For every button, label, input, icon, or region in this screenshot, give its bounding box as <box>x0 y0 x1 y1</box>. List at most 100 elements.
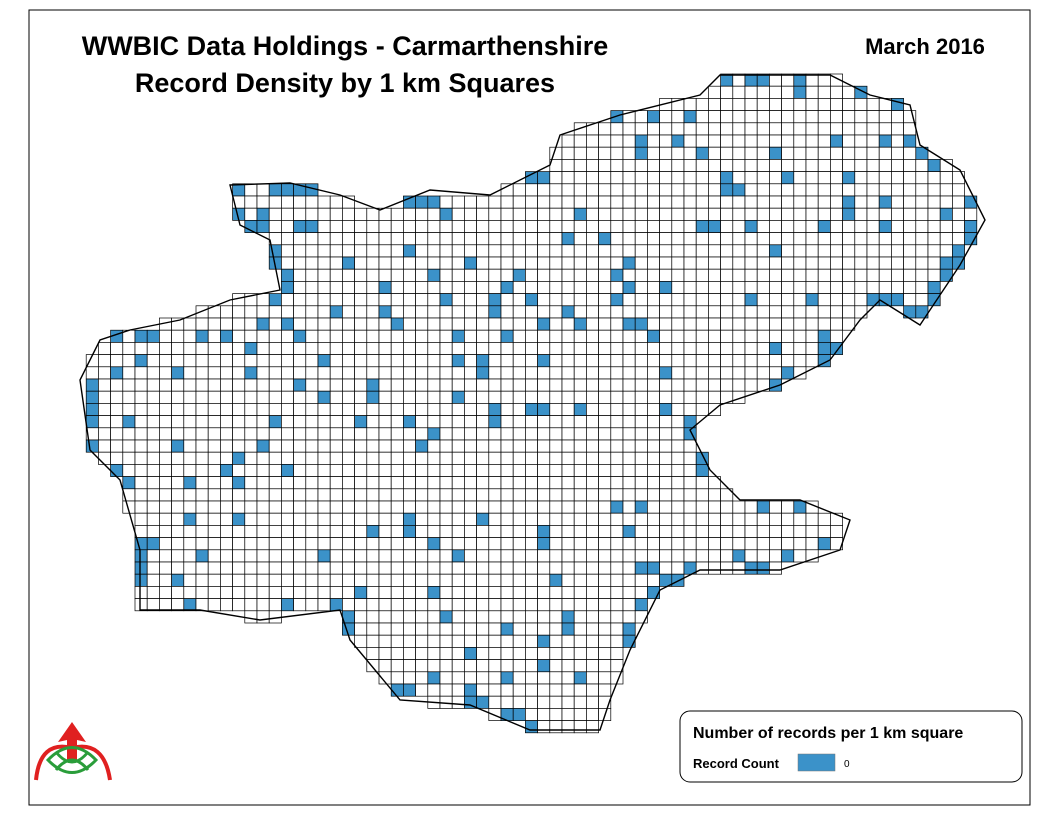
grid-cell <box>634 476 648 490</box>
grid-cell <box>500 549 514 563</box>
grid-cell <box>366 403 380 416</box>
grid-cell <box>549 415 563 429</box>
grid-cell <box>647 232 660 246</box>
grid-cell <box>464 366 477 380</box>
grid-cell <box>683 256 697 270</box>
grid-cell <box>146 525 160 538</box>
grid-cell <box>293 207 307 221</box>
grid-cell <box>110 366 124 380</box>
grid-cell <box>134 476 148 490</box>
grid-cell <box>952 207 965 221</box>
grid-cell <box>390 256 404 270</box>
grid-cell <box>488 622 502 636</box>
grid-cell <box>220 403 233 416</box>
grid-cell <box>927 256 941 270</box>
grid-cell <box>586 342 599 355</box>
grid-cell <box>842 85 856 99</box>
grid-cell <box>354 610 368 624</box>
grid-cell <box>305 537 319 551</box>
grid-cell <box>390 366 404 380</box>
grid-cell <box>244 378 258 392</box>
grid-cell <box>708 85 721 99</box>
grid-cell <box>451 403 465 416</box>
grid-cell <box>281 390 294 404</box>
grid-cell <box>805 207 819 221</box>
grid-cell <box>342 549 355 563</box>
grid-cell <box>891 134 904 148</box>
grid-cell <box>586 171 599 185</box>
grid-cell <box>439 476 453 490</box>
grid-cell <box>195 366 209 380</box>
grid-cell <box>634 171 648 185</box>
grid-cell <box>427 256 441 270</box>
grid-cell <box>439 488 453 502</box>
grid-cell <box>659 488 673 502</box>
grid-cell <box>98 366 111 380</box>
grid-cell <box>305 427 319 441</box>
grid-cell <box>817 281 831 294</box>
grid-cell <box>878 159 892 172</box>
grid-cell <box>634 427 648 441</box>
grid-cell <box>488 427 502 441</box>
grid-cell <box>634 244 648 258</box>
grid-cell <box>195 390 209 404</box>
grid-cell <box>427 390 441 404</box>
grid-cell <box>695 256 709 270</box>
grid-cell <box>354 549 368 563</box>
grid-cell <box>415 634 429 648</box>
grid-cell <box>866 122 880 136</box>
grid-cell <box>769 342 782 355</box>
grid-cell <box>549 171 563 185</box>
grid-cell <box>549 390 563 404</box>
grid-cell <box>695 464 709 477</box>
grid-cell <box>378 561 392 575</box>
grid-cell <box>476 573 490 587</box>
grid-cell <box>732 329 746 343</box>
grid-cell <box>817 85 831 99</box>
grid-cell <box>512 427 526 441</box>
grid-cell <box>769 110 782 124</box>
grid-cell <box>586 488 599 502</box>
grid-cell <box>561 451 575 465</box>
grid-cell <box>488 598 502 612</box>
grid-cell <box>232 415 246 429</box>
grid-cell <box>378 598 392 612</box>
grid-cell <box>488 378 502 392</box>
grid-cell <box>171 378 185 392</box>
grid-cell <box>903 256 917 270</box>
grid-cell <box>464 683 477 697</box>
grid-cell <box>464 671 477 685</box>
grid-cell <box>464 342 477 355</box>
grid-cell <box>476 647 490 660</box>
grid-cell <box>354 207 368 221</box>
grid-cell <box>488 329 502 343</box>
grid-cell <box>403 683 416 697</box>
grid-cell <box>573 634 587 648</box>
grid-cell <box>586 232 599 246</box>
grid-cell <box>744 195 758 209</box>
grid-cell <box>708 354 721 368</box>
grid-cell <box>464 464 477 477</box>
grid-cell <box>561 512 575 526</box>
grid-cell <box>695 171 709 185</box>
grid-cell <box>683 378 697 392</box>
grid-cell <box>817 183 831 197</box>
legend-swatch <box>797 753 836 772</box>
grid-cell <box>903 207 917 221</box>
grid-cell <box>586 439 599 453</box>
grid-cell <box>317 390 331 404</box>
grid-cell <box>610 439 624 453</box>
grid-cell <box>891 159 904 172</box>
grid-cell <box>561 281 575 294</box>
grid-cell <box>622 549 636 563</box>
grid-cell <box>683 207 697 221</box>
grid-cell <box>159 598 172 612</box>
grid-cell <box>781 183 795 197</box>
grid-cell <box>683 403 697 416</box>
grid-cell <box>659 342 673 355</box>
grid-cell <box>451 232 465 246</box>
grid-cell <box>171 427 185 441</box>
grid-cell <box>98 427 111 441</box>
grid-cell <box>464 622 477 636</box>
